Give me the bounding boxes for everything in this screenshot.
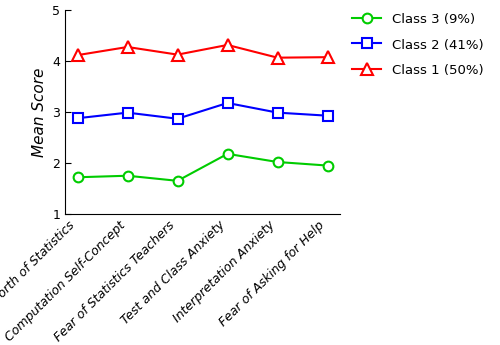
Class 1 (50%) [324,55,330,59]
Y-axis label: Mean Score: Mean Score [32,67,46,157]
Line: Class 3 (9%): Class 3 (9%) [72,149,332,186]
Class 2 (41%) [124,110,130,115]
Line: Class 1 (50%): Class 1 (50%) [72,39,333,63]
Class 3 (9%) [324,164,330,168]
Class 1 (50%) [174,52,180,57]
Class 3 (9%) [174,179,180,183]
Class 1 (50%) [74,53,80,57]
Line: Class 2 (41%): Class 2 (41%) [72,98,332,124]
Class 1 (50%) [124,45,130,49]
Legend: Class 3 (9%), Class 2 (41%), Class 1 (50%): Class 3 (9%), Class 2 (41%), Class 1 (50… [352,13,484,77]
Class 2 (41%) [174,117,180,121]
Class 2 (41%) [324,114,330,118]
Class 1 (50%) [224,43,230,47]
Class 3 (9%) [274,160,280,164]
Class 1 (50%) [274,56,280,60]
Class 2 (41%) [274,110,280,115]
Class 3 (9%) [74,175,80,179]
Class 3 (9%) [224,152,230,156]
Class 2 (41%) [224,101,230,105]
Class 2 (41%) [74,116,80,120]
Class 3 (9%) [124,174,130,178]
